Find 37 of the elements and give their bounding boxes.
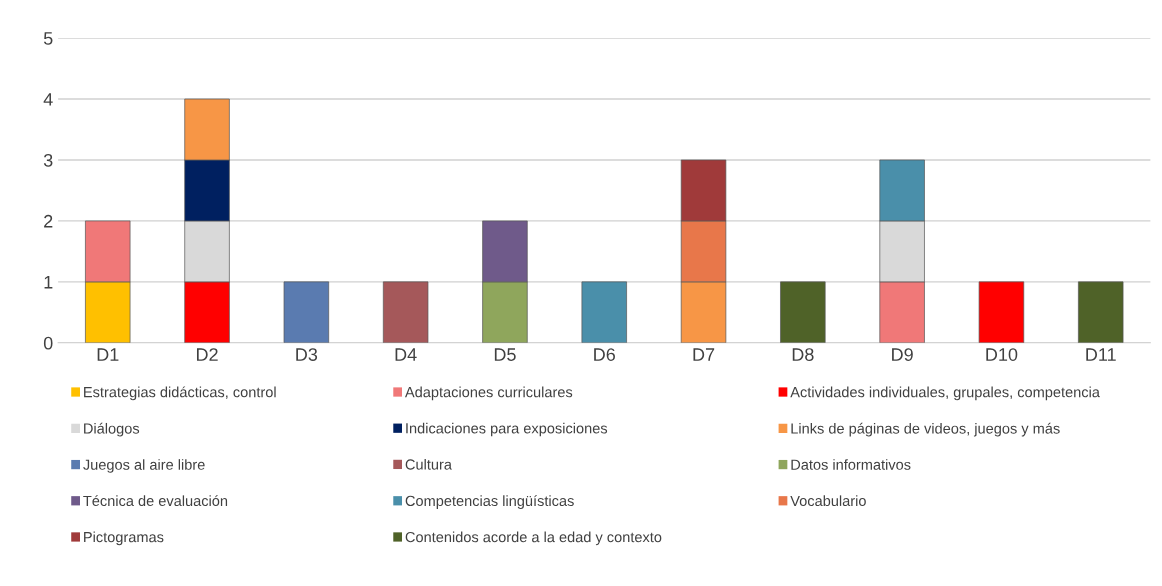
x-tick-label: D10: [986, 348, 1018, 361]
legend-label: Contenidos acorde a la edad y contexto: [405, 531, 662, 546]
x-tick-label: D1: [97, 348, 119, 361]
x-tick-label: D7: [693, 348, 715, 361]
y-tick-label: 2: [44, 214, 53, 228]
bar: [382, 281, 429, 343]
x-tick-label: D9: [892, 348, 913, 361]
bar: [978, 281, 1025, 343]
legend-label: Técnica de evaluación: [83, 495, 228, 507]
legend-label: Competencias lingüísticas: [405, 495, 574, 509]
bar: [581, 281, 627, 343]
legend-label: Adaptaciones curriculares: [404, 386, 573, 401]
bar: [780, 281, 826, 343]
x-tick-label: D8: [792, 348, 814, 361]
legend-label: Vocabulario: [790, 495, 866, 507]
x-tick-label: D4: [395, 348, 417, 361]
y-tick-label: 4: [43, 93, 53, 106]
legend-label: Links de páginas de videos, juegos y más: [791, 422, 1060, 437]
legend-label: Pictogramas: [84, 531, 164, 546]
y-tick-label: 1: [44, 275, 53, 289]
x-tick-label: D2: [196, 348, 218, 361]
legend-label: Indicaciones para exposiciones: [406, 422, 608, 437]
legend-label: Cultura: [405, 458, 452, 470]
legend-label: Actividades individuales, grupales, competencia: [790, 386, 1100, 401]
x-tick-label: D5: [494, 348, 516, 361]
y-tick-label: 3: [43, 153, 53, 167]
x-tick-label: D6: [594, 348, 615, 361]
y-tick-label: 0: [43, 336, 53, 350]
legend-label: Diálogos: [84, 422, 140, 437]
bar: [1078, 281, 1124, 343]
legend-label: Estrategias didácticas, control: [84, 386, 276, 401]
x-tick-label: D11: [1086, 348, 1116, 361]
bar: [283, 281, 330, 343]
x-tick-label: D3: [296, 348, 318, 361]
legend-label: Juegos al aire libre: [83, 459, 205, 473]
y-tick-label: 5: [43, 32, 53, 45]
legend-label: Datos informativos: [791, 459, 911, 470]
